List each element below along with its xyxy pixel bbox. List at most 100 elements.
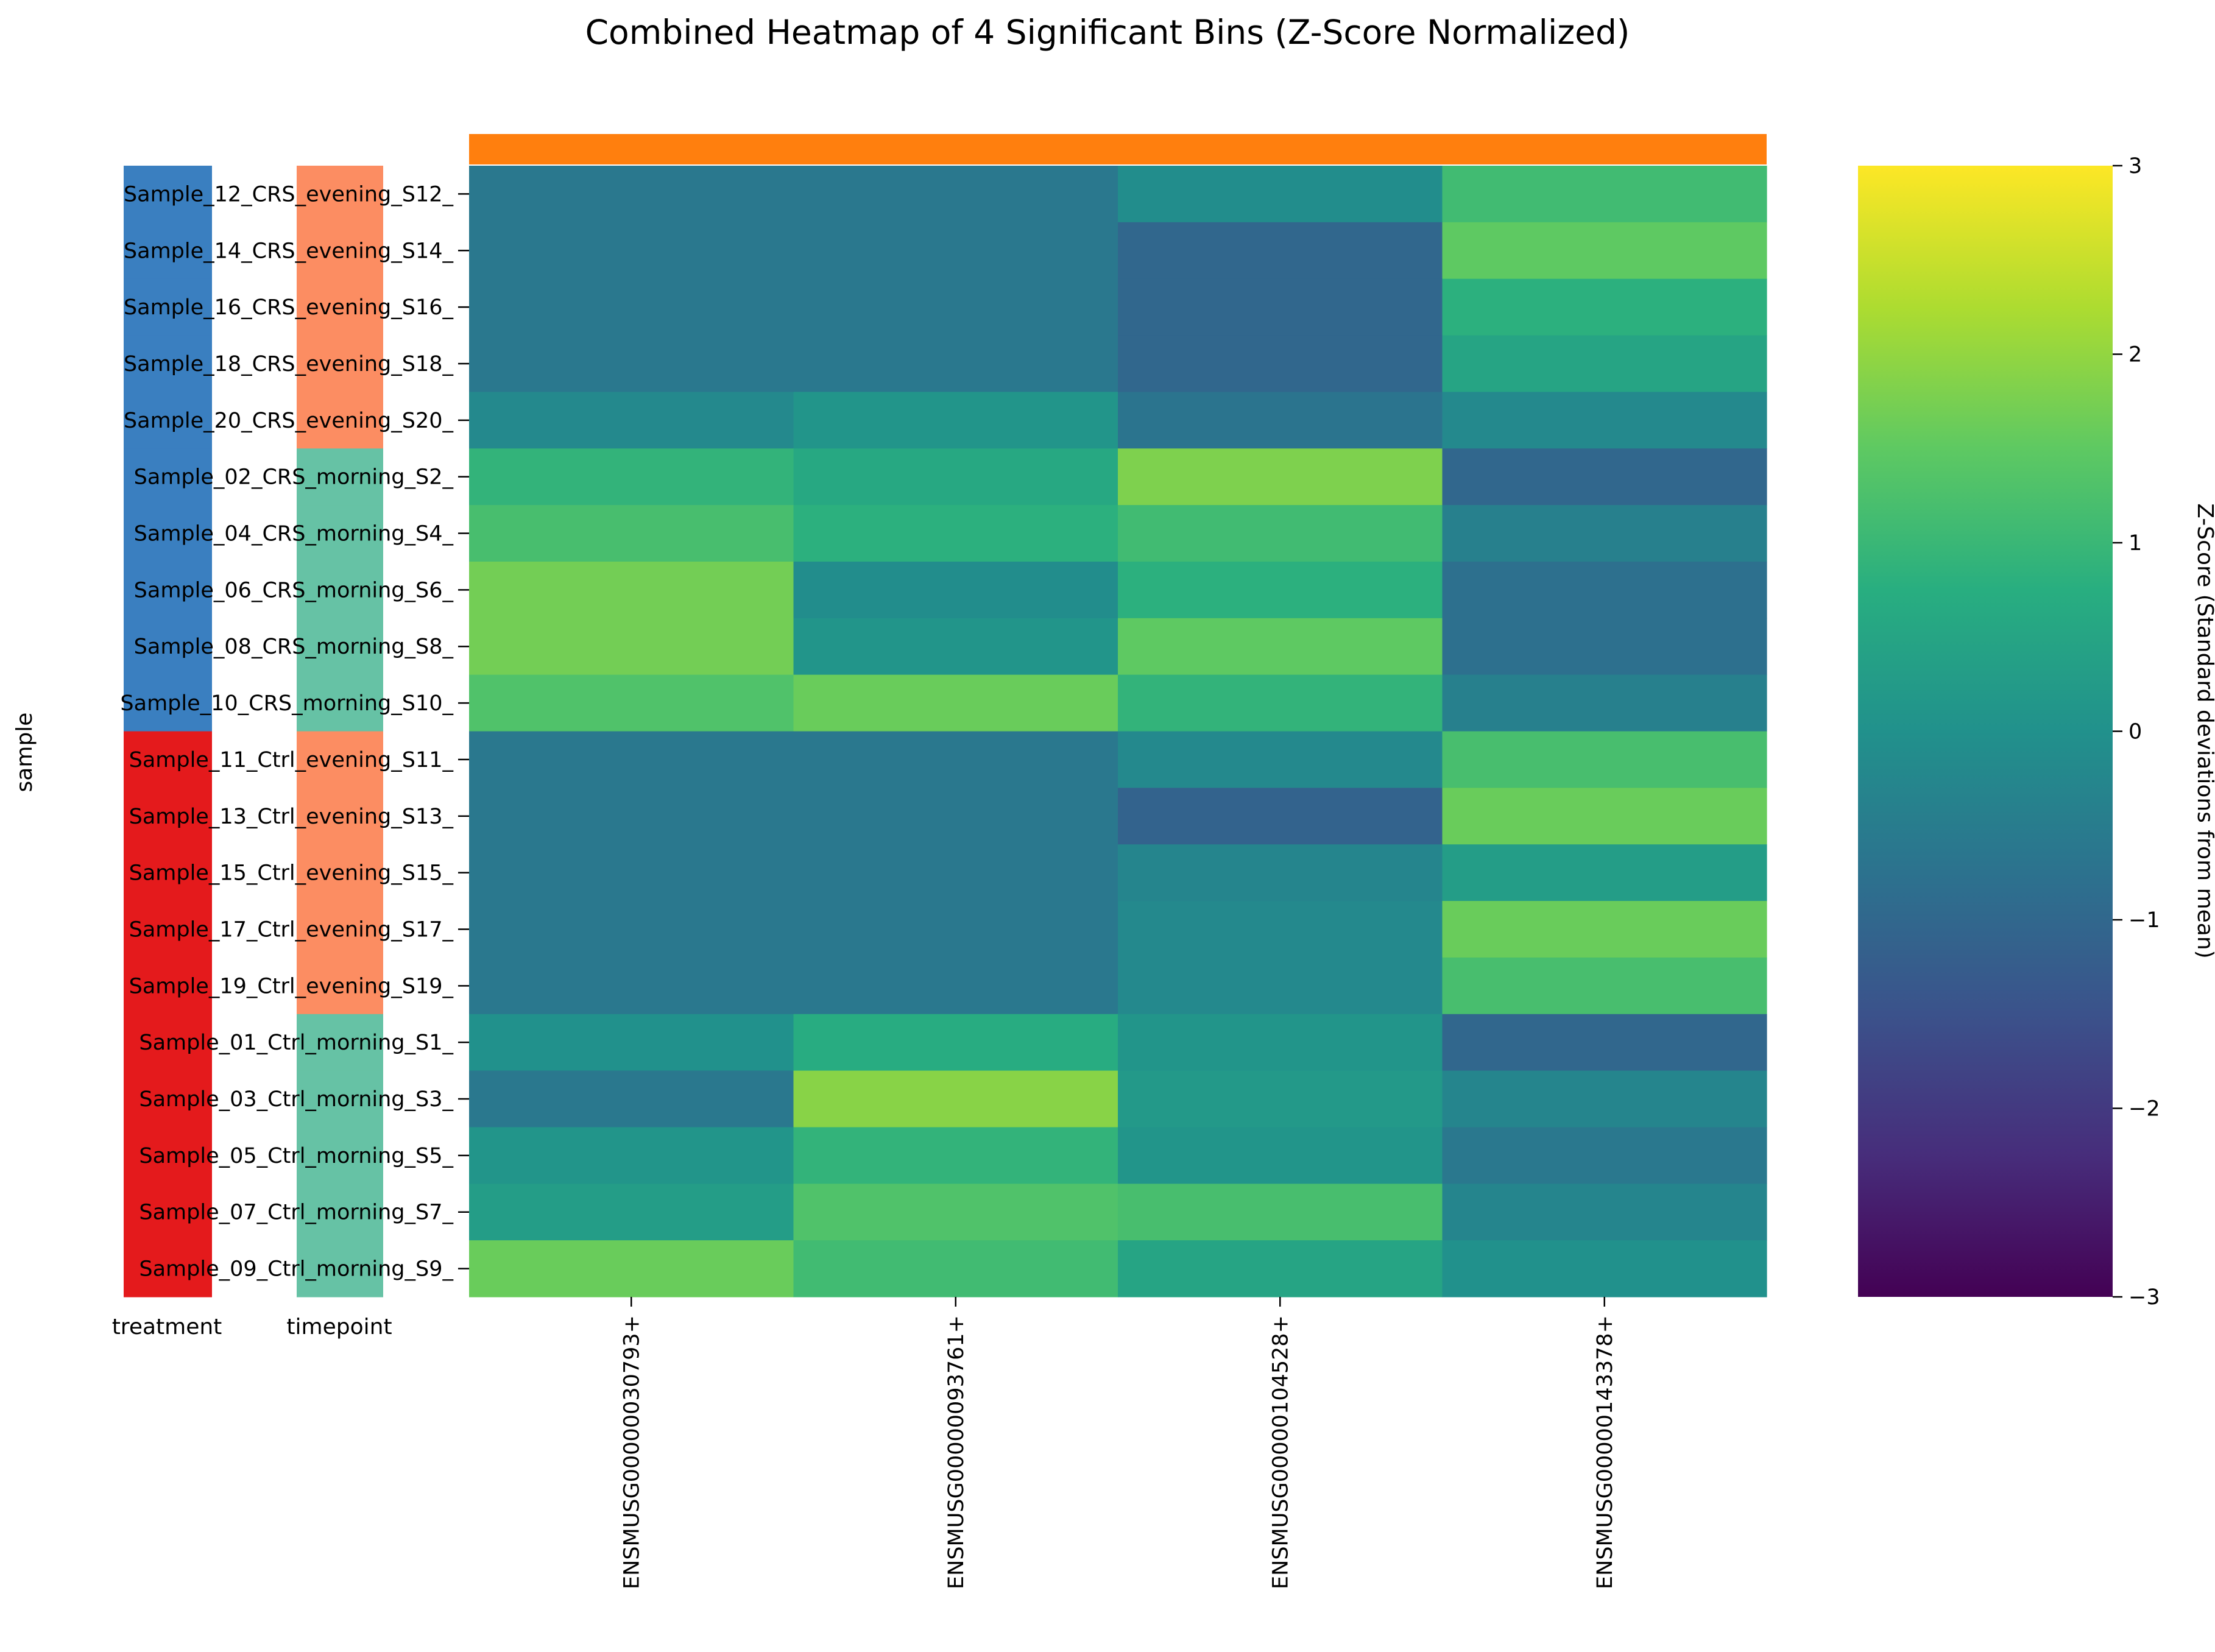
heatmap-cell: [469, 788, 794, 845]
heatmap-cell: [469, 1240, 794, 1297]
treatment-annotation-cell: [124, 788, 212, 845]
heatmap-cell: [1442, 166, 1767, 223]
heatmap-cell: [1118, 1014, 1443, 1071]
heatmap-cell: [793, 674, 1118, 732]
timepoint-annotation-cell: [297, 448, 383, 506]
colorbar: [1858, 166, 2113, 1297]
heatmap-cell: [1118, 844, 1443, 902]
heatmap-cell: [469, 335, 794, 392]
heatmap-cell: [1442, 788, 1767, 845]
treatment-annotation-cell: [124, 901, 212, 958]
heatmap-cell: [469, 278, 794, 336]
heatmap-cell: [1118, 448, 1443, 506]
colorbar-tick-label: −2: [2128, 1097, 2160, 1121]
treatment-annotation-cell: [124, 392, 212, 449]
heatmap-cell: [793, 957, 1118, 1015]
treatment-annotation-cell: [124, 166, 212, 223]
treatment-annotation-cell: [124, 618, 212, 676]
timepoint-annotation-cell: [297, 335, 383, 392]
column-label: ENSMUSG00000093761+: [944, 1315, 969, 1589]
row-label: Sample_15_Ctrl_evening_S15_: [129, 861, 454, 886]
treatment-annotation-cell: [124, 278, 212, 336]
row-label: Sample_17_Ctrl_evening_S17_: [129, 917, 454, 942]
timepoint-annotation-column: [297, 166, 383, 1297]
heatmap-cell: [793, 505, 1118, 562]
column-label: ENSMUSG00000104528+: [1268, 1315, 1293, 1589]
treatment-annotation-cell: [124, 222, 212, 280]
heatmap-cell: [1442, 901, 1767, 958]
treatment-annotation-column: [124, 166, 212, 1297]
column-label: ENSMUSG00000030793+: [620, 1315, 644, 1589]
timepoint-annotation-cell: [297, 222, 383, 280]
row-label: Sample_07_Ctrl_morning_S7_: [139, 1201, 453, 1225]
heatmap-cell: [1118, 392, 1443, 449]
heatmap-cell: [469, 957, 794, 1015]
y-axis-label: sample: [12, 713, 37, 792]
heatmap-cell: [469, 505, 794, 562]
heatmap-cell: [469, 618, 794, 676]
heatmap-cell: [469, 901, 794, 958]
heatmap-cell: [1118, 957, 1443, 1015]
heatmap-cell: [793, 392, 1118, 449]
timepoint-annotation-cell: [297, 957, 383, 1015]
treatment-annotation-cell: [124, 674, 212, 732]
heatmap-cell: [469, 844, 794, 902]
treatment-annotation-cell: [124, 448, 212, 506]
heatmap-cell: [1442, 335, 1767, 392]
heatmap-cell: [793, 166, 1118, 223]
row-label: Sample_10_CRS_morning_S10_: [120, 691, 453, 716]
heatmap-cell: [1118, 1240, 1443, 1297]
timepoint-annotation-cell: [297, 505, 383, 562]
heatmap-cell: [469, 166, 794, 223]
treatment-axis-label: treatment: [112, 1315, 222, 1340]
heatmap-cell: [1442, 505, 1767, 562]
treatment-annotation-cell: [124, 844, 212, 902]
heatmap-cell: [469, 392, 794, 449]
heatmap-cell: [469, 1127, 794, 1184]
treatment-annotation-cell: [124, 1127, 212, 1184]
heatmap-cell: [1118, 335, 1443, 392]
heatmap-cell: [1118, 166, 1443, 223]
chart-title: Combined Heatmap of 4 Significant Bins (…: [585, 13, 1630, 52]
treatment-annotation-cell: [124, 335, 212, 392]
timepoint-annotation-cell: [297, 844, 383, 902]
heatmap-cell: [1442, 957, 1767, 1015]
row-label: Sample_13_Ctrl_evening_S13_: [129, 805, 454, 829]
colorbar-tick-label: 3: [2128, 154, 2142, 178]
timepoint-annotation-cell: [297, 731, 383, 788]
heatmap-cell: [469, 731, 794, 788]
colorbar-tick-label: −3: [2128, 1285, 2160, 1310]
heatmap-cell: [469, 222, 794, 280]
heatmap-cell: [469, 561, 794, 619]
timepoint-annotation-cell: [297, 1070, 383, 1128]
row-label: Sample_11_Ctrl_evening_S11_: [129, 748, 454, 772]
heatmap-cell: [793, 901, 1118, 958]
timepoint-annotation-cell: [297, 278, 383, 336]
heatmap-cell: [793, 788, 1118, 845]
heatmap-cell: [1442, 1240, 1767, 1297]
heatmap-cell: [1118, 674, 1443, 732]
row-label: Sample_04_CRS_morning_S4_: [134, 522, 454, 546]
heatmap-cell: [793, 1070, 1118, 1128]
heatmap-cell: [1118, 1070, 1443, 1128]
heatmap-cell: [469, 1014, 794, 1071]
treatment-annotation-cell: [124, 505, 212, 562]
heatmap-cell: [1442, 278, 1767, 336]
heatmap-cell: [793, 448, 1118, 506]
heatmap-cell: [469, 1184, 794, 1241]
heatmap-cell: [1442, 731, 1767, 788]
heatmap-cell: [1442, 448, 1767, 506]
heatmap-cell: [1118, 505, 1443, 562]
timepoint-annotation-cell: [297, 788, 383, 845]
heatmap-cell: [1442, 1014, 1767, 1071]
timepoint-axis-label: timepoint: [286, 1315, 392, 1340]
heatmap-cell: [1442, 844, 1767, 902]
timepoint-annotation-cell: [297, 561, 383, 619]
colorbar-ticks: −3 −2 −1 0 1 2 3: [2113, 154, 2160, 1310]
timepoint-annotation-cell: [297, 1240, 383, 1297]
timepoint-annotation-cell: [297, 1014, 383, 1071]
timepoint-annotation-cell: [297, 674, 383, 732]
heatmap-cell: [469, 448, 794, 506]
heatmap-cell: [1442, 1127, 1767, 1184]
